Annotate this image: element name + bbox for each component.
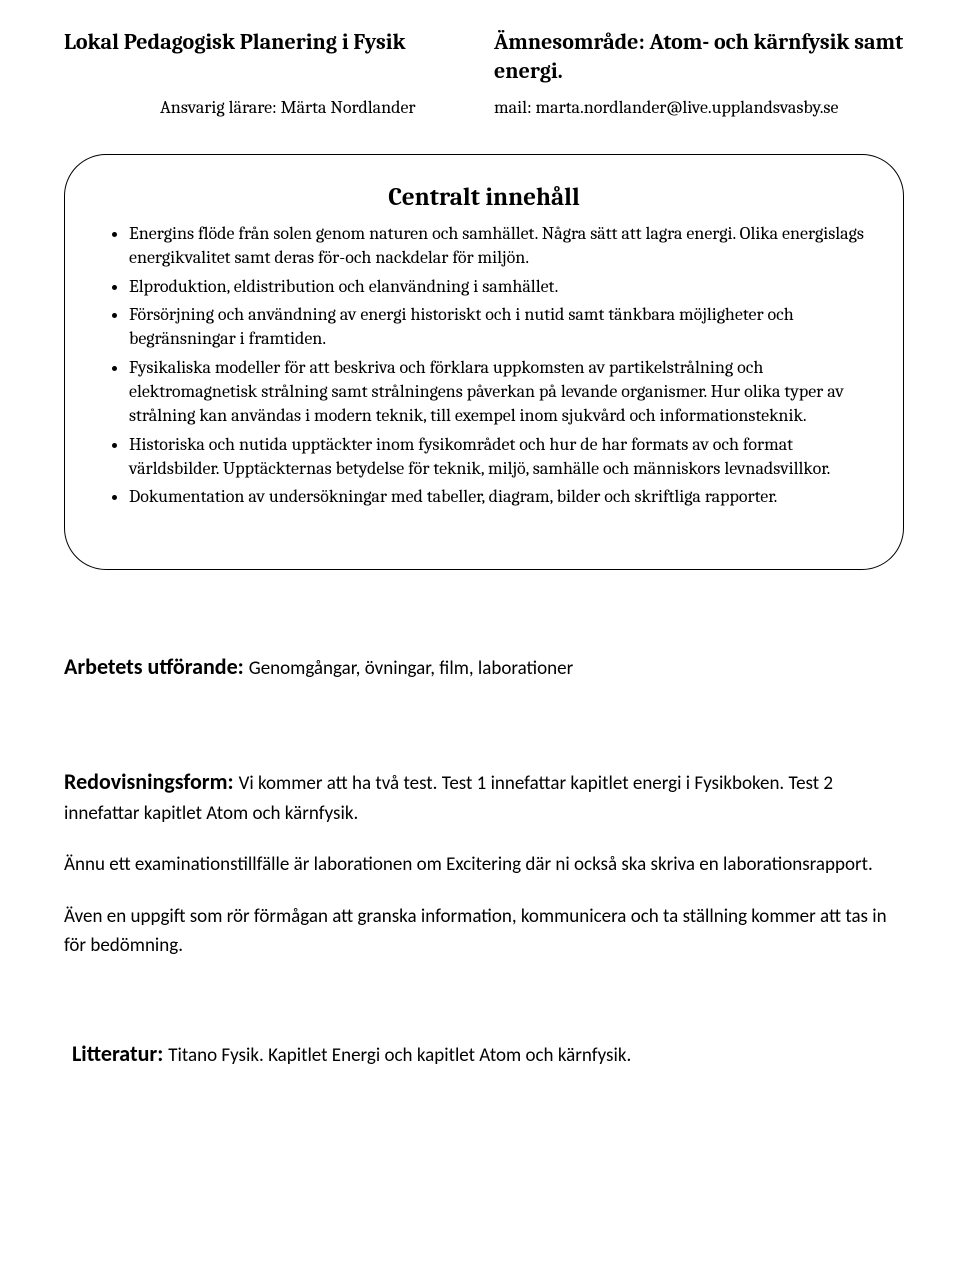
litteratur-body: Titano Fysik. Kapitlet Energi och kapitl…: [168, 1044, 631, 1067]
arbete-body: Genomgångar, övningar, film, laboratione…: [249, 657, 574, 680]
header-row: Lokal Pedagogisk Planering i Fysik Ämnes…: [64, 28, 904, 85]
header-left: Lokal Pedagogisk Planering i Fysik: [64, 28, 474, 57]
arbete-title: Arbetets utförande:: [64, 653, 249, 680]
list-item: Energins flöde från solen genom naturen …: [129, 222, 867, 271]
page: Lokal Pedagogisk Planering i Fysik Ämnes…: [0, 0, 960, 1274]
bullet-list: Energins flöde från solen genom naturen …: [101, 222, 867, 509]
list-item: Fysikaliska modeller för att beskriva oc…: [129, 356, 867, 429]
litteratur-title: Litteratur:: [72, 1040, 168, 1067]
box-title: Centralt innehåll: [101, 183, 867, 212]
arbete-section: Arbetets utförande: Genomgångar, övninga…: [64, 650, 904, 684]
list-item: Försörjning och användning av energi his…: [129, 303, 867, 352]
doc-title-left: Lokal Pedagogisk Planering i Fysik: [64, 28, 474, 57]
redovisning-section: Redovisningsform: Vi kommer att ha två t…: [64, 765, 904, 961]
header-right: Ämnesområde: Atom- och kärnfysik samt en…: [474, 28, 904, 85]
doc-title-right: Ämnesområde: Atom- och kärnfysik samt en…: [494, 28, 904, 85]
litteratur-section: Litteratur: Titano Fysik. Kapitlet Energ…: [64, 1040, 904, 1067]
redovisning-p3: Även en uppgift som rör förmågan att gra…: [64, 902, 904, 961]
teacher-label: Ansvarig lärare: Märta Nordlander: [64, 97, 416, 118]
subheader-row: Ansvarig lärare: Märta Nordlander mail: …: [64, 97, 904, 118]
redovisning-p2: Ännu ett examinationstillfälle är labora…: [64, 850, 904, 879]
list-item: Historiska och nutida upptäckter inom fy…: [129, 433, 867, 482]
mail-label: mail: marta.nordlander@live.upplandsvasb…: [474, 97, 904, 118]
list-item: Dokumentation av undersökningar med tabe…: [129, 485, 867, 509]
list-item: Elproduktion, eldistribution och elanvän…: [129, 275, 867, 299]
redovisning-title: Redovisningsform:: [64, 768, 239, 795]
central-content-box: Centralt innehåll Energins flöde från so…: [64, 154, 904, 570]
